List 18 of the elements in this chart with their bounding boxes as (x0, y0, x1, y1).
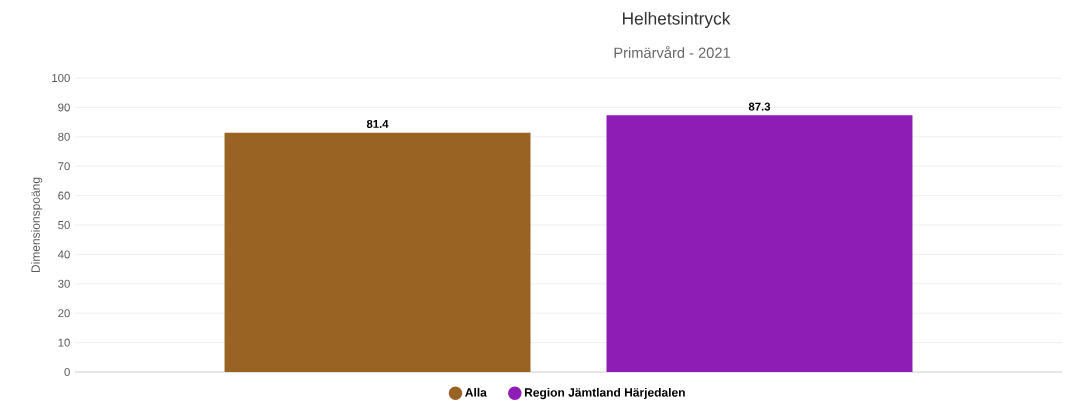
y-tick-label: 70 (58, 162, 70, 171)
data-label: 81.4 (366, 119, 389, 128)
y-tick-label: 100 (52, 74, 70, 83)
y-tick-label: 30 (58, 279, 70, 288)
data-label: 87.3 (748, 102, 771, 111)
chart-subtitle: Primärvård - 2021 (614, 46, 730, 58)
y-tick-label: 90 (58, 103, 70, 112)
y-tick-label: 10 (58, 338, 70, 347)
y-tick-label: 60 (58, 191, 70, 200)
y-tick-label: 50 (58, 221, 70, 230)
y-axis-title: Dimensionspoäng (31, 177, 43, 273)
legend-label: Region Jämtland Härjedalen (524, 387, 685, 400)
y-tick-label: 20 (58, 309, 70, 318)
y-tick-label: 40 (57, 250, 70, 259)
y-tick-label: 0 (64, 368, 70, 377)
chart-title: Helhetsintryck (623, 11, 731, 29)
legend-label: Alla (465, 387, 487, 397)
y-tick-label: 80 (58, 132, 70, 141)
